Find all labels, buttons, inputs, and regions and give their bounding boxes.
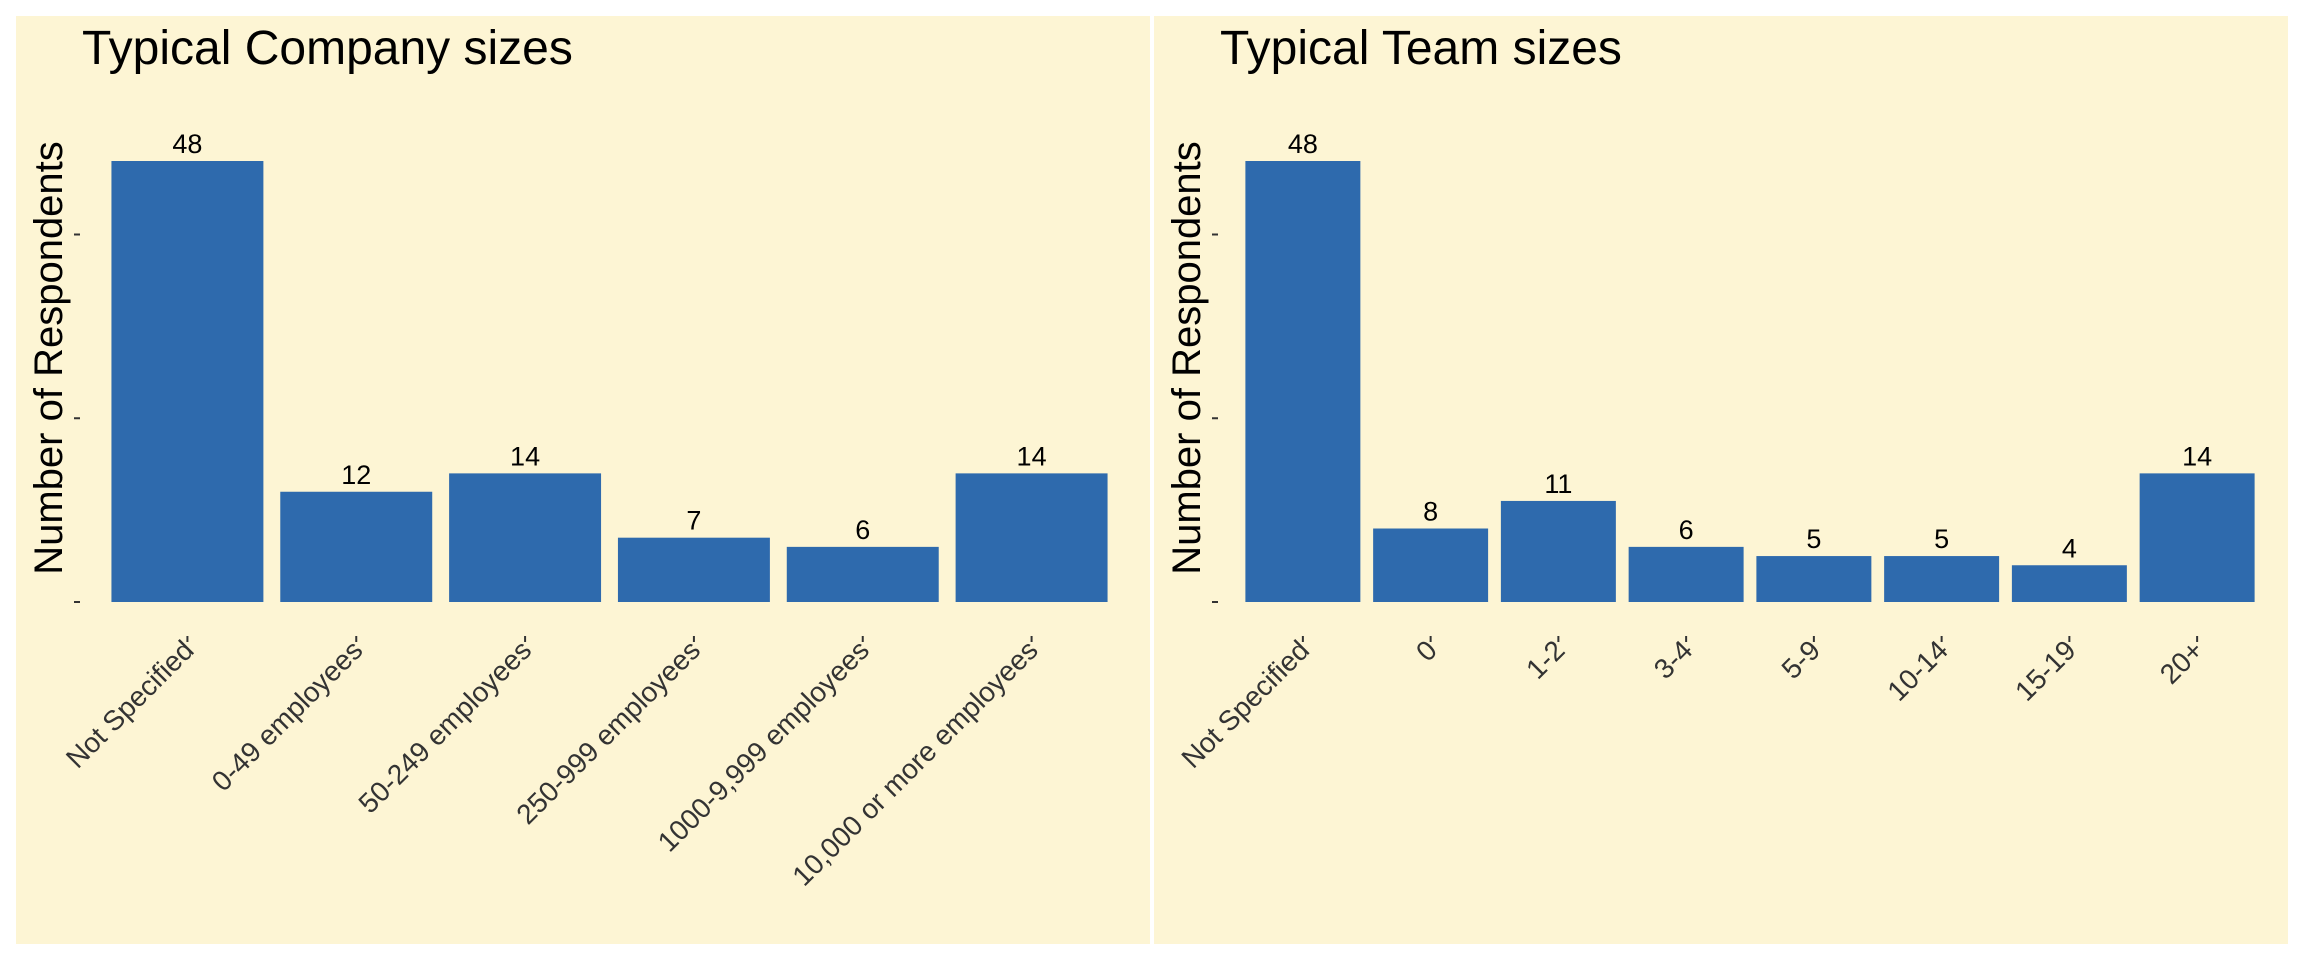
data-label: 5 [1934, 524, 1949, 554]
bar [2011, 565, 2127, 602]
data-label: 6 [1679, 515, 1694, 545]
bar [617, 537, 770, 602]
data-label: 14 [1017, 441, 1047, 471]
chart-panel-company: Typical Company sizes Number of Responde… [16, 16, 1150, 944]
chart-panel-team: Typical Team sizes Number of Respondents… [1154, 16, 2288, 944]
data-label: 7 [686, 506, 701, 536]
data-label: 14 [510, 441, 540, 471]
y-axis-label: Number of Respondents [27, 141, 71, 575]
data-label: 11 [1544, 469, 1572, 499]
bar [1756, 556, 1872, 602]
bar [1373, 528, 1489, 602]
chart-title: Typical Team sizes [1220, 22, 1622, 75]
bar [2139, 473, 2255, 602]
bar [1884, 556, 2000, 602]
data-label: 5 [1806, 524, 1821, 554]
bar [1628, 546, 1744, 602]
bar [955, 473, 1108, 602]
bar [449, 473, 602, 602]
data-label: 6 [855, 515, 870, 545]
data-label: 8 [1423, 497, 1438, 527]
bar [1245, 161, 1361, 602]
y-axis-label: Number of Respondents [1165, 141, 1209, 575]
bar [280, 491, 433, 602]
bar [1500, 500, 1616, 602]
data-label: 12 [341, 460, 371, 490]
bar [786, 546, 939, 602]
data-label: 14 [2182, 441, 2212, 471]
data-label: 48 [1288, 129, 1318, 159]
data-label: 48 [172, 129, 202, 159]
data-label: 4 [2062, 533, 2077, 563]
bar [111, 161, 264, 602]
chart-title: Typical Company sizes [82, 22, 573, 75]
